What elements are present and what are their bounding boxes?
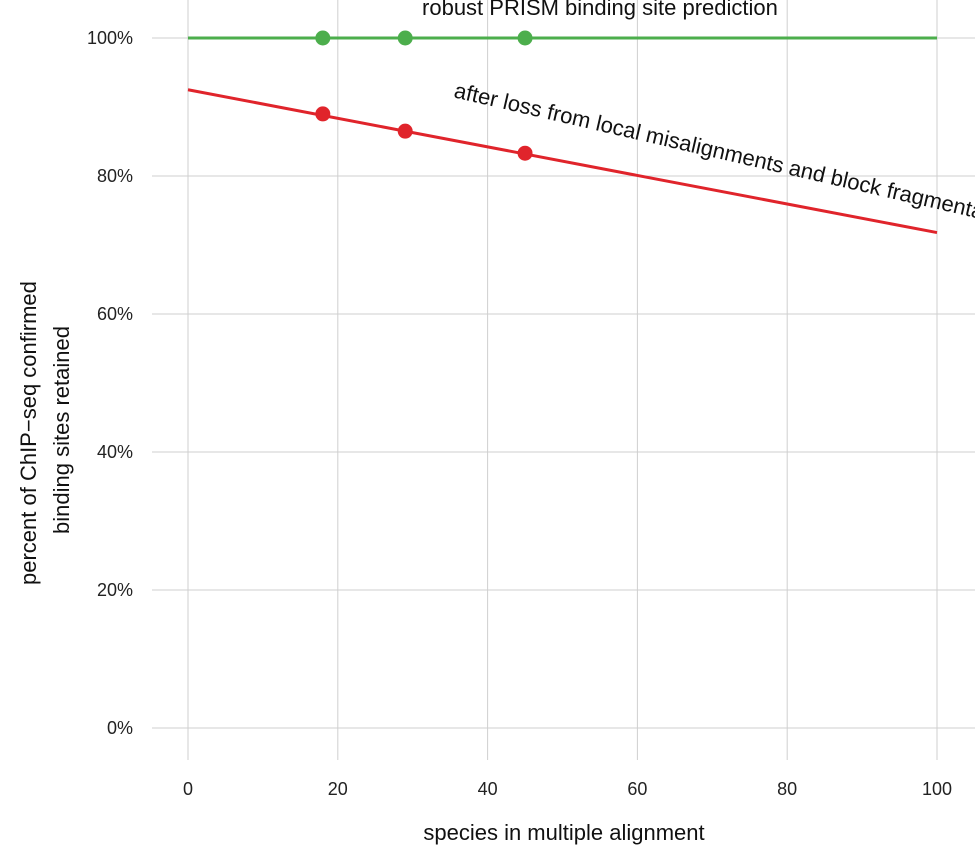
- data-point: [517, 30, 533, 46]
- x-tick-label: 0: [183, 779, 193, 799]
- y-axis-title: percent of ChIP−seq confirmed binding si…: [16, 275, 74, 585]
- x-tick-label: 40: [478, 779, 498, 799]
- annotations: robust PRISM binding site predictionafte…: [422, 0, 975, 232]
- y-tick-label: 0%: [107, 718, 133, 738]
- data-point: [517, 145, 533, 161]
- data-point: [397, 123, 413, 139]
- data-point: [315, 106, 331, 122]
- series-line: [187, 88, 938, 235]
- tick-labels: 0 20 40 60 80 100 0% 20% 40% 60% 80% 100%: [87, 28, 952, 799]
- y-tick-label: 100%: [87, 28, 133, 48]
- annotation-label: robust PRISM binding site prediction: [422, 0, 778, 20]
- y-tick-label: 80%: [97, 166, 133, 186]
- y-axis-title-line-1: percent of ChIP−seq confirmed: [16, 281, 41, 585]
- x-tick-label: 100: [922, 779, 952, 799]
- series-group: [187, 30, 938, 235]
- y-tick-label: 20%: [97, 580, 133, 600]
- data-point: [397, 30, 413, 46]
- y-axis-title-line-2: binding sites retained: [49, 326, 74, 534]
- x-tick-label: 60: [627, 779, 647, 799]
- x-axis-title: species in multiple alignment: [423, 820, 704, 845]
- x-tick-label: 20: [328, 779, 348, 799]
- data-point: [315, 30, 331, 46]
- y-tick-label: 40%: [97, 442, 133, 462]
- y-tick-label: 60%: [97, 304, 133, 324]
- x-tick-label: 80: [777, 779, 797, 799]
